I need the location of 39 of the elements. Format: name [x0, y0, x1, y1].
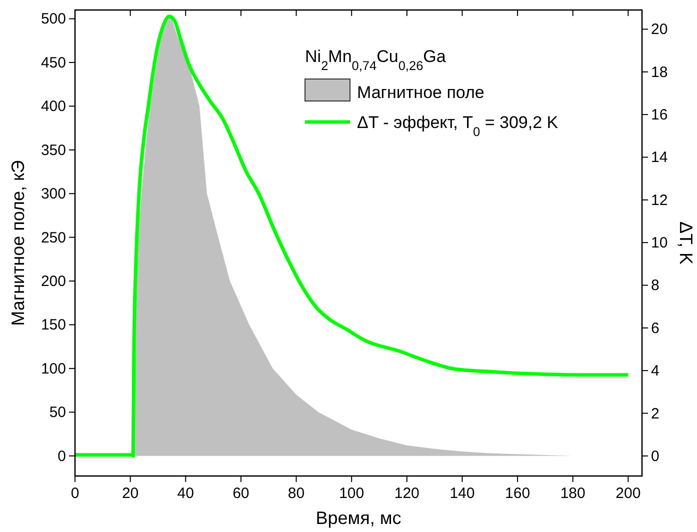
- y2-tick-label: 18: [651, 64, 668, 81]
- legend-title: Ni$_{2}$Mn$_{0,74}$Cu$_{0,26}$Ga: [305, 47, 446, 72]
- x-tick-label: 0: [70, 485, 80, 502]
- y-tick-label: 250: [40, 229, 66, 246]
- y-tick-label: 300: [40, 186, 66, 203]
- x-tick-label: 140: [450, 485, 475, 502]
- x-tick-label: 100: [339, 485, 364, 502]
- y-tick-label: 50: [49, 404, 66, 422]
- y2-axis-title: ΔT, K: [676, 221, 696, 265]
- y2-tick-label: 2: [651, 405, 660, 422]
- y-tick-label: 100: [40, 360, 66, 378]
- x-tick-label: 40: [177, 485, 194, 502]
- x-tick-label: 160: [505, 485, 530, 502]
- x-tick-label: 180: [560, 485, 586, 502]
- y2-tick-label: 12: [651, 192, 668, 209]
- y2-tick-label: 6: [651, 320, 660, 337]
- y-tick-label: 150: [40, 316, 66, 334]
- x-tick-label: 200: [616, 485, 641, 502]
- y2-tick-label: 10: [651, 234, 668, 252]
- y-axis-title: Магнитное поле, кЭ: [8, 160, 28, 326]
- y-tick-label: 500: [40, 10, 66, 28]
- x-tick-label: 60: [232, 485, 250, 502]
- y2-tick-label: 8: [651, 277, 660, 294]
- y2-tick-label: 14: [651, 149, 668, 166]
- legend-label: ΔT - эффект, T$_{0}$ = 309,2 K: [357, 113, 559, 138]
- x-tick-label: 80: [288, 485, 305, 502]
- legend-label: Магнитное поле: [357, 83, 484, 102]
- y2-tick-label: 20: [651, 21, 668, 38]
- x-tick-label: 120: [394, 485, 420, 502]
- y2-tick-label: 4: [651, 362, 660, 380]
- y-tick-label: 200: [40, 273, 66, 290]
- y-tick-label: 350: [40, 142, 66, 159]
- y-tick-label: 400: [40, 98, 66, 116]
- x-axis-title: Время, мс: [316, 508, 402, 528]
- y-tick-label: 450: [40, 54, 66, 72]
- y2-tick-label: 0: [651, 448, 660, 465]
- x-tick-label: 20: [122, 485, 139, 502]
- y-tick-label: 0: [58, 448, 66, 465]
- y2-tick-label: 16: [651, 106, 668, 124]
